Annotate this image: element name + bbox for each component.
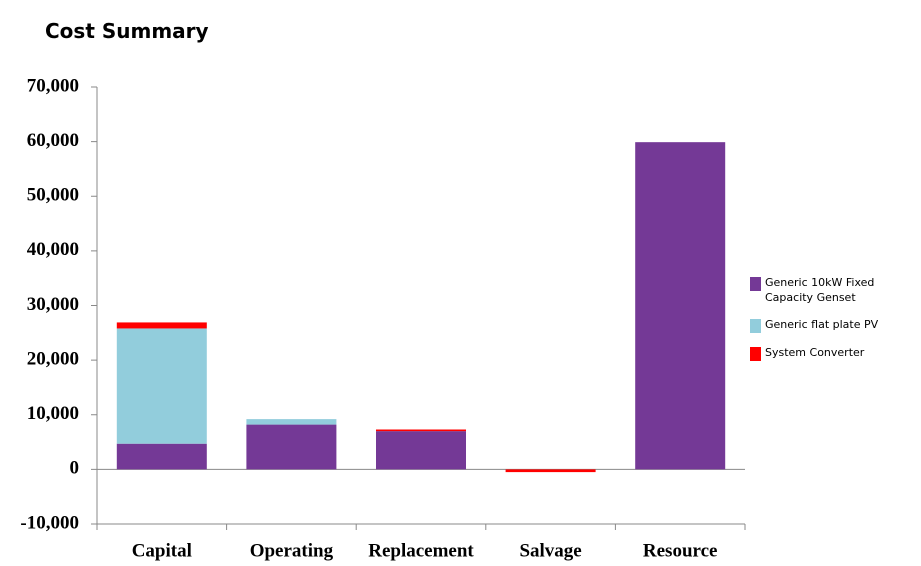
legend-label: Generic flat plate PV — [765, 318, 879, 331]
y-tick-label: -10,000 — [20, 512, 79, 533]
y-tick-label: 40,000 — [27, 239, 79, 260]
legend: Generic 10kW Fixed Capacity Genset Generi… — [750, 275, 880, 373]
bar-segment — [116, 322, 207, 329]
x-tick-label: Salvage — [519, 540, 581, 561]
bar-segment — [116, 328, 207, 444]
bar-segment — [505, 469, 596, 473]
x-tick-label: Operating — [250, 540, 334, 561]
legend-item: Generic 10kW Fixed Capacity Genset — [750, 275, 880, 305]
y-tick-label: 50,000 — [27, 185, 79, 206]
y-tick-label: 70,000 — [27, 75, 79, 96]
y-tick-label: 0 — [70, 458, 80, 479]
legend-label: System Converter — [765, 346, 865, 359]
legend-label: Generic 10kW Fixed Capacity Genset — [765, 276, 875, 304]
legend-swatch — [750, 277, 761, 291]
bar-segment — [246, 424, 337, 470]
legend-swatch — [750, 347, 761, 361]
y-tick-label: 30,000 — [27, 294, 79, 315]
y-tick-label: 20,000 — [27, 348, 79, 369]
bar-segment — [635, 142, 726, 470]
y-tick-label: 60,000 — [27, 130, 79, 151]
bar-segment — [246, 419, 337, 425]
legend-swatch — [750, 319, 761, 333]
legend-item: Generic flat plate PV — [750, 317, 880, 333]
x-tick-label: Replacement — [368, 540, 474, 561]
legend-item: System Converter — [750, 345, 880, 361]
bar-segment — [376, 429, 466, 432]
y-tick-label: 10,000 — [27, 403, 79, 424]
bar-segment — [376, 431, 466, 470]
x-tick-label: Resource — [643, 540, 718, 561]
bar-segment — [116, 443, 207, 470]
chart-title: Cost Summary — [45, 19, 209, 43]
x-tick-label: Capital — [132, 540, 192, 561]
